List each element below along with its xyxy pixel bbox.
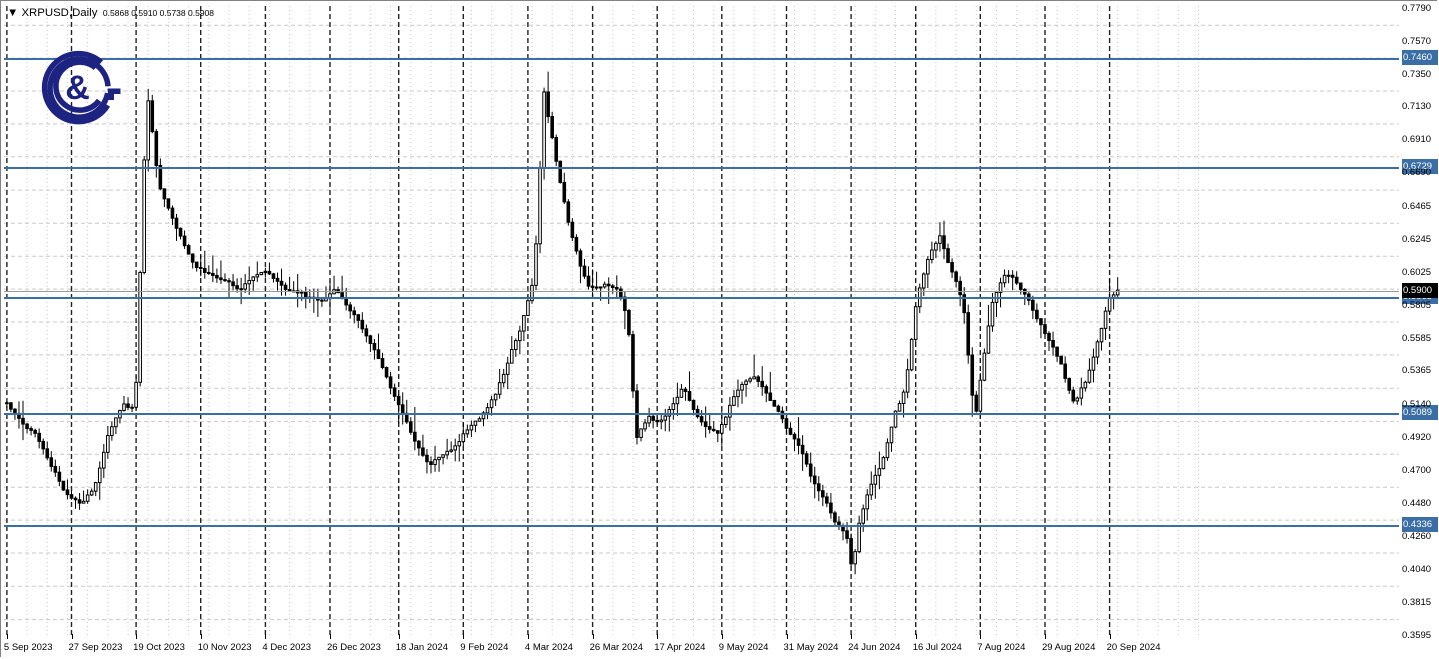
svg-text:&: &: [65, 69, 90, 107]
